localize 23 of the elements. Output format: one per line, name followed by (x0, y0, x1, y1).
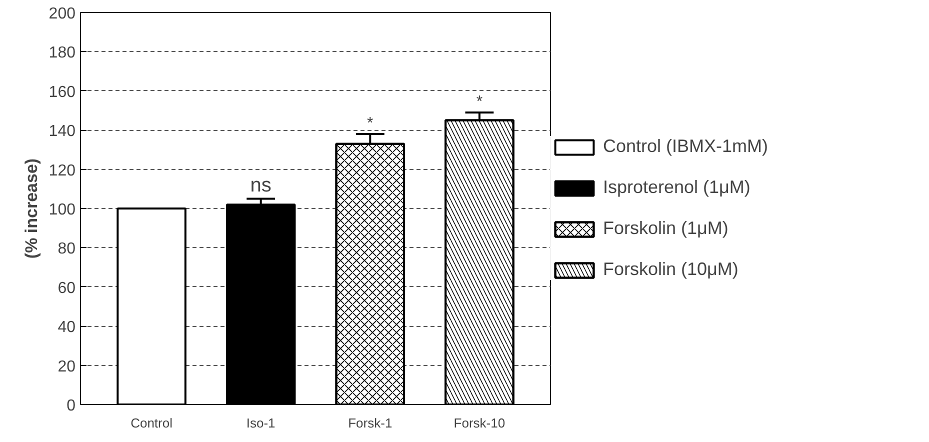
annotation: ns (250, 174, 272, 197)
y-tick-label: 80 (58, 240, 76, 258)
legend-label: Forskolin (1μM) (603, 218, 728, 239)
y-tick-label: 100 (48, 202, 76, 218)
annotation: * (367, 115, 374, 132)
y-tick-label: 120 (48, 162, 76, 180)
legend-label: Isproterenol (1μM) (603, 177, 750, 198)
x-tick-label: Forsk-1 (348, 416, 392, 430)
y-axis-title: (% increase) (22, 158, 41, 259)
y-tick-label: 60 (58, 280, 76, 297)
y-tick-label: 40 (58, 319, 76, 336)
x-tick-label: Iso-1 (246, 416, 276, 430)
annotation: * (476, 93, 483, 110)
legend-label: Control (IBMX-1mM) (603, 136, 768, 157)
y-tick-label: 0 (66, 398, 76, 414)
legend-label: Forskolin (10μM) (603, 259, 738, 280)
x-tick-label: Forsk-10 (454, 416, 506, 430)
x-tick-label: Control (130, 416, 173, 430)
y-tick-label: 160 (48, 84, 76, 101)
y-tick-label: 180 (48, 44, 76, 62)
y-tick-label: 140 (48, 123, 76, 140)
y-tick-label: 20 (58, 358, 76, 376)
y-tick-label: 200 (48, 6, 76, 22)
